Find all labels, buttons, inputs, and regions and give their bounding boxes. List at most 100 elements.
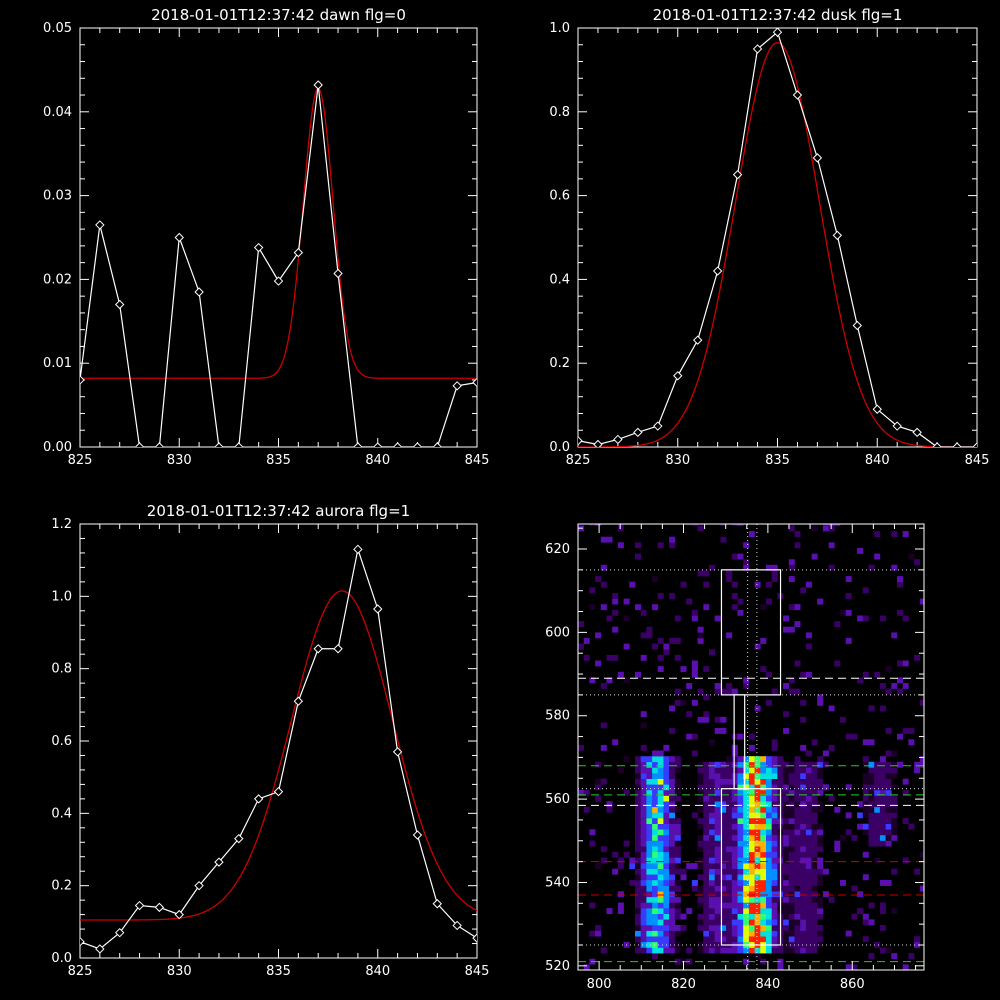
- heatmap-cell: [709, 868, 715, 875]
- heatmap-cell: [805, 789, 812, 796]
- heatmap-cell: [794, 840, 801, 847]
- heatmap-cell: [754, 896, 761, 903]
- heatmap-cell: [828, 795, 835, 802]
- heatmap-cell: [640, 851, 647, 858]
- heatmap-cell: [663, 784, 670, 791]
- heatmap-cell: [891, 823, 898, 830]
- heatmap-cell: [697, 913, 704, 920]
- heatmap-cell: [874, 801, 881, 808]
- heatmap-cell: [800, 806, 807, 813]
- heatmap-cell: [754, 789, 761, 796]
- heatmap-cell: [623, 677, 630, 684]
- heatmap-cell: [646, 947, 653, 954]
- heatmap-cell: [669, 812, 676, 819]
- heatmap-cell: [726, 880, 733, 886]
- data-point: [952, 442, 962, 447]
- heatmap-cell: [697, 525, 704, 532]
- heatmap-cell: [766, 857, 772, 864]
- heatmap-cell: [754, 891, 761, 898]
- heatmap-cell: [640, 908, 647, 914]
- heatmap-cell: [720, 908, 727, 914]
- heatmap-cell: [862, 784, 869, 791]
- heatmap-cell: [709, 812, 715, 819]
- heatmap-cell: [703, 840, 710, 847]
- heatmap-cell: [640, 857, 647, 864]
- heatmap-cell: [794, 908, 801, 914]
- heatmap-cell: [646, 756, 653, 763]
- heatmap-cell: [606, 908, 613, 914]
- heatmap-cell: [885, 728, 892, 734]
- heatmap-cell: [794, 902, 801, 909]
- heatmap-cell: [766, 908, 772, 914]
- heatmap-cell: [731, 818, 738, 824]
- heatmap-cell: [777, 947, 784, 954]
- heatmap-cell: [805, 812, 812, 819]
- heatmap-cell: [709, 857, 715, 864]
- heatmap-cell: [726, 829, 733, 836]
- heatmap-cell: [862, 801, 869, 808]
- data-point: [432, 899, 443, 909]
- heatmap-cell: [589, 840, 596, 847]
- heatmap-cell: [635, 789, 641, 796]
- heatmap-cell: [748, 880, 755, 886]
- heatmap-cell: [788, 863, 795, 869]
- heatmap-cell: [788, 840, 795, 847]
- heatmap-cell: [720, 857, 727, 864]
- heatmap-cell: [646, 795, 653, 802]
- heatmap-cell: [720, 716, 727, 723]
- heatmap-cell: [885, 784, 892, 791]
- heatmap-cell: [766, 902, 772, 909]
- heatmap-cell: [891, 801, 898, 808]
- heatmap-cell: [709, 947, 715, 954]
- heatmap-cell: [691, 733, 698, 740]
- heatmap-cell: [720, 834, 727, 841]
- heatmap-cell: [771, 919, 778, 926]
- heatmap-cell: [902, 818, 909, 824]
- heatmap-cell: [583, 964, 590, 970]
- heatmap-cell: [731, 908, 738, 914]
- heatmap-cell: [862, 789, 869, 796]
- heatmap-cell: [788, 789, 795, 796]
- heatmap-cell: [800, 773, 807, 779]
- heatmap-cell: [709, 930, 715, 937]
- heatmap-cell: [657, 767, 664, 774]
- heatmap-cell: [657, 885, 664, 892]
- heatmap-cell: [703, 694, 710, 701]
- heatmap-cell: [800, 936, 807, 943]
- heatmap-cell: [583, 806, 590, 813]
- heatmap-cell: [657, 666, 664, 672]
- heatmap-cell: [703, 863, 710, 869]
- heatmap-cell: [629, 880, 636, 886]
- heatmap-cell: [669, 818, 676, 824]
- heatmap-cell: [811, 885, 818, 892]
- heatmap-cell: [714, 863, 721, 869]
- heatmap-cell: [868, 778, 875, 785]
- heatmap-cell: [748, 778, 755, 785]
- heatmap-cell: [845, 964, 852, 970]
- heatmap-cell: [800, 880, 807, 886]
- heatmap-cell: [703, 874, 710, 881]
- heatmap-cell: [709, 936, 715, 943]
- heatmap-cell: [805, 834, 812, 841]
- heatmap-cell: [805, 778, 812, 785]
- heatmap-cell: [720, 823, 727, 830]
- heatmap-cell: [657, 930, 664, 937]
- heatmap-cell: [783, 880, 790, 886]
- heatmap-cell: [646, 891, 653, 898]
- heatmap-cell: [879, 829, 886, 836]
- heatmap-cell: [646, 863, 653, 869]
- heatmap-cell: [800, 818, 807, 824]
- heatmap-cell: [811, 902, 818, 909]
- heatmap-cell: [754, 705, 761, 712]
- heatmap-cell: [709, 739, 715, 746]
- heatmap-cell: [635, 936, 641, 943]
- heatmap-cell: [726, 683, 733, 689]
- heatmap-cell: [794, 834, 801, 841]
- heatmap-cell: [879, 683, 886, 689]
- heatmap-cell: [834, 840, 841, 847]
- heatmap-cell: [726, 767, 733, 774]
- heatmap-cell: [703, 851, 710, 858]
- heatmap-cell: [783, 908, 790, 914]
- heatmap-cell: [726, 801, 733, 808]
